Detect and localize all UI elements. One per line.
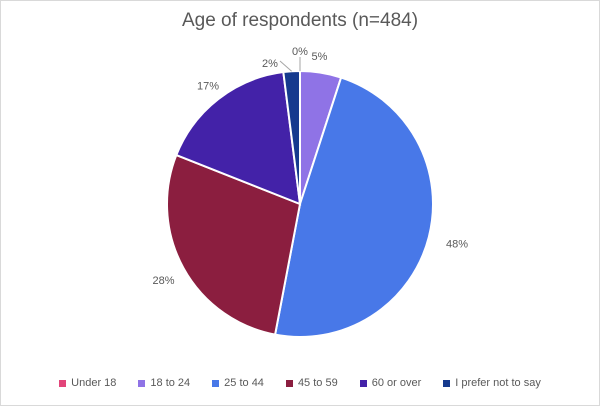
data-label-45-to-59: 28% xyxy=(153,275,175,287)
legend-label: 45 to 59 xyxy=(297,377,338,389)
legend-item-18-to-24: 18 to 24 xyxy=(138,377,190,389)
leader-line xyxy=(279,60,292,72)
slice-45-to-59 xyxy=(166,153,302,336)
legend-swatch xyxy=(138,379,146,387)
legend-item-45-to-59: 45 to 59 xyxy=(285,377,338,389)
legend-swatch xyxy=(59,379,67,387)
data-label-25-to-44: 48% xyxy=(446,238,468,250)
legend-swatch xyxy=(212,379,220,387)
legend-swatch xyxy=(443,379,451,387)
leader-lines xyxy=(279,57,301,72)
legend-item-under-18: Under 18 xyxy=(59,377,116,389)
data-label-18-to-24: 5% xyxy=(312,51,328,63)
legend-item-60-or-over: 60 or over xyxy=(359,377,422,389)
data-label-60-or-over: 17% xyxy=(197,80,219,92)
data-label-i-prefer-not-to-say: 2% xyxy=(262,58,278,70)
legend-swatch xyxy=(359,379,367,387)
legend-swatch xyxy=(285,379,293,387)
legend-label: I prefer not to say xyxy=(455,377,541,389)
legend-item-i-prefer-not-to-say: I prefer not to say xyxy=(443,377,541,389)
pie-slices xyxy=(166,69,434,338)
legend-label: 25 to 44 xyxy=(224,377,264,389)
chart-title: Age of respondents (n=484) xyxy=(181,10,419,31)
legend-label: Under 18 xyxy=(71,377,117,389)
data-label-under-18: 0% xyxy=(292,46,308,58)
legend-item-25-to-44: 25 to 44 xyxy=(212,377,264,389)
legend-label: 60 or over xyxy=(371,377,422,389)
slice-60-or-over xyxy=(175,70,302,206)
legend-label: 18 to 24 xyxy=(150,377,191,389)
data-labels: 0% 5% 48% 28% 17% 2% xyxy=(153,46,469,287)
slice-25-to-44 xyxy=(273,76,434,338)
chart-legend: Under 18 18 to 24 25 to 44 45 to 59 60 or ov… xyxy=(0,377,600,389)
